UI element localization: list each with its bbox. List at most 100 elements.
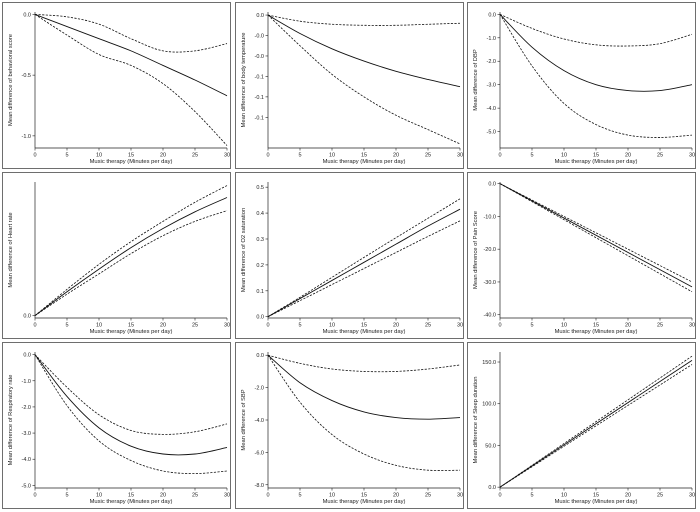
y-tick-label: -0.0 <box>255 34 264 40</box>
y-tick-label: -1.0 <box>22 134 31 140</box>
x-tick-label: 30 <box>224 323 230 329</box>
x-tick-label: 15 <box>593 493 599 499</box>
x-tick-label: 15 <box>593 153 599 159</box>
chart-svg: 0 5 10 15 20 25 30 0.0 -2.0 -4.0 -6.0 -8.0 Music the… <box>241 352 463 505</box>
chart-panel: 0 5 10 15 20 25 30 0.0 -1.0 -2.0 -3.0 -4.0 -5.0 Music… <box>467 2 696 169</box>
y-tick-label: -4.0 <box>255 418 264 424</box>
y-tick-label: 0.1 <box>256 289 264 295</box>
x-tick-label: 15 <box>128 493 134 499</box>
chart-panel: 0 5 10 15 20 25 30 0.0 -10.0 -20.0 -30.0 -40.0 Music… <box>467 172 696 339</box>
series-line-ci-bound <box>267 355 461 471</box>
x-tick-label: 15 <box>361 323 367 329</box>
x-tick-label: 0 <box>266 493 269 499</box>
x-tick-label: 0 <box>33 323 36 329</box>
y-tick-label: -2.0 <box>487 59 496 65</box>
y-tick-label: 0.0 <box>256 13 264 19</box>
y-tick-label: 0.3 <box>256 237 264 243</box>
x-tick-label: 25 <box>657 493 663 499</box>
y-axis-title: Mean difference of body temperature <box>241 33 247 128</box>
x-tick-label: 25 <box>425 153 431 159</box>
x-tick-label: 20 <box>625 493 631 499</box>
x-tick-label: 25 <box>425 493 431 499</box>
x-axis-title: Music therapy (Minutes per day) <box>90 159 173 165</box>
series-line-ci-bound <box>34 354 228 475</box>
y-axis-title: Mean difference of DBP <box>473 49 479 111</box>
x-tick-label: 10 <box>96 153 102 159</box>
x-axis-title: Music therapy (Minutes per day) <box>323 329 406 335</box>
y-tick-label: 100.0 <box>482 402 496 408</box>
series-line-estimate <box>34 14 228 97</box>
y-tick-label: 0.0 <box>256 315 264 321</box>
x-tick-label: 0 <box>266 153 269 159</box>
x-tick-label: 5 <box>298 493 301 499</box>
series-line-ci-bound <box>267 220 461 318</box>
x-tick-label: 30 <box>689 153 695 159</box>
x-tick-label: 5 <box>530 153 533 159</box>
y-tick-label: 0.4 <box>256 211 264 217</box>
series-line-estimate <box>267 208 461 318</box>
series-line-ci-bound <box>267 354 461 373</box>
y-tick-label: -8.0 <box>255 483 264 489</box>
series-line-ci-bound <box>499 13 693 47</box>
y-axis-title: Mean difference of O2 saturation <box>241 208 247 292</box>
x-tick-label: 0 <box>266 323 269 329</box>
x-axis-title: Music therapy (Minutes per day) <box>323 499 406 505</box>
y-tick-label: -1.0 <box>487 36 496 42</box>
y-tick-label: -0.1 <box>255 95 264 101</box>
y-tick-label: -3.0 <box>487 83 496 89</box>
x-tick-label: 15 <box>361 493 367 499</box>
series-line-estimate <box>34 197 228 316</box>
series-line-ci-bound <box>499 183 693 293</box>
series-line-estimate <box>499 14 693 92</box>
x-tick-label: 15 <box>128 323 134 329</box>
y-axis-title: Mean difference of behavioral score <box>8 34 14 126</box>
y-tick-label: -20.0 <box>483 247 496 253</box>
x-tick-label: 5 <box>65 493 68 499</box>
x-tick-label: 5 <box>298 153 301 159</box>
series-line-ci-bound <box>267 14 461 26</box>
x-tick-label: 10 <box>329 153 335 159</box>
series-line-ci-bound <box>34 210 228 316</box>
x-axis-title: Music therapy (Minutes per day) <box>555 159 638 165</box>
chart-panel: 0 5 10 15 20 25 30 0.0 50.0 100.0 150.0 Music thera… <box>467 342 696 509</box>
x-axis-title: Music therapy (Minutes per day) <box>90 499 173 505</box>
x-tick-label: 20 <box>625 153 631 159</box>
x-tick-label: 25 <box>657 153 663 159</box>
y-tick-label: -4.0 <box>487 106 496 112</box>
x-tick-label: 30 <box>689 323 695 329</box>
x-tick-label: 25 <box>192 323 198 329</box>
y-tick-label: 0.0 <box>23 314 31 320</box>
y-tick-label: -40.0 <box>483 313 496 319</box>
x-tick-label: 0 <box>33 493 36 499</box>
series-line-ci-bound <box>499 183 693 283</box>
y-tick-label: 50.0 <box>485 443 496 449</box>
x-tick-label: 0 <box>498 493 501 499</box>
x-tick-label: 0 <box>498 153 501 159</box>
y-tick-label: 0.0 <box>23 12 31 18</box>
y-tick-label: 0.0 <box>256 353 264 359</box>
x-tick-label: 30 <box>457 493 463 499</box>
series-line-estimate <box>267 14 461 88</box>
series-line-ci-bound <box>34 14 228 53</box>
x-tick-label: 10 <box>329 493 335 499</box>
y-tick-label: -10.0 <box>483 214 496 220</box>
series-line-ci-bound <box>267 14 461 145</box>
series-line-ci-bound <box>499 14 693 138</box>
x-tick-label: 15 <box>593 323 599 329</box>
series-line-ci-bound <box>499 364 693 488</box>
chart-svg: 0 5 10 15 20 25 30 0.0 0.1 0.2 0.3 0.4 0.5 Music ther… <box>241 182 463 335</box>
x-tick-label: 10 <box>561 323 567 329</box>
x-tick-label: 30 <box>457 323 463 329</box>
y-tick-label: -4.0 <box>22 457 31 463</box>
y-tick-label: -0.1 <box>255 74 264 80</box>
y-tick-label: 150.0 <box>482 360 496 366</box>
y-tick-label: -3.0 <box>22 431 31 437</box>
series-line-ci-bound <box>499 355 693 488</box>
x-tick-label: 25 <box>192 153 198 159</box>
chart-panel: 0 5 10 15 20 25 30 0.0 -1.0 -2.0 -3.0 -4.0 -5.0 Music… <box>2 342 231 509</box>
chart-panel: 0 5 10 15 20 25 30 0.0 Music therapy (Minutes pe… <box>2 172 231 339</box>
chart-svg: 0 5 10 15 20 25 30 0.0 -0.5 -1.0 Music therapy (Mi… <box>8 12 230 165</box>
y-tick-label: -5.0 <box>22 483 31 489</box>
x-tick-label: 30 <box>689 493 695 499</box>
x-tick-label: 10 <box>329 323 335 329</box>
